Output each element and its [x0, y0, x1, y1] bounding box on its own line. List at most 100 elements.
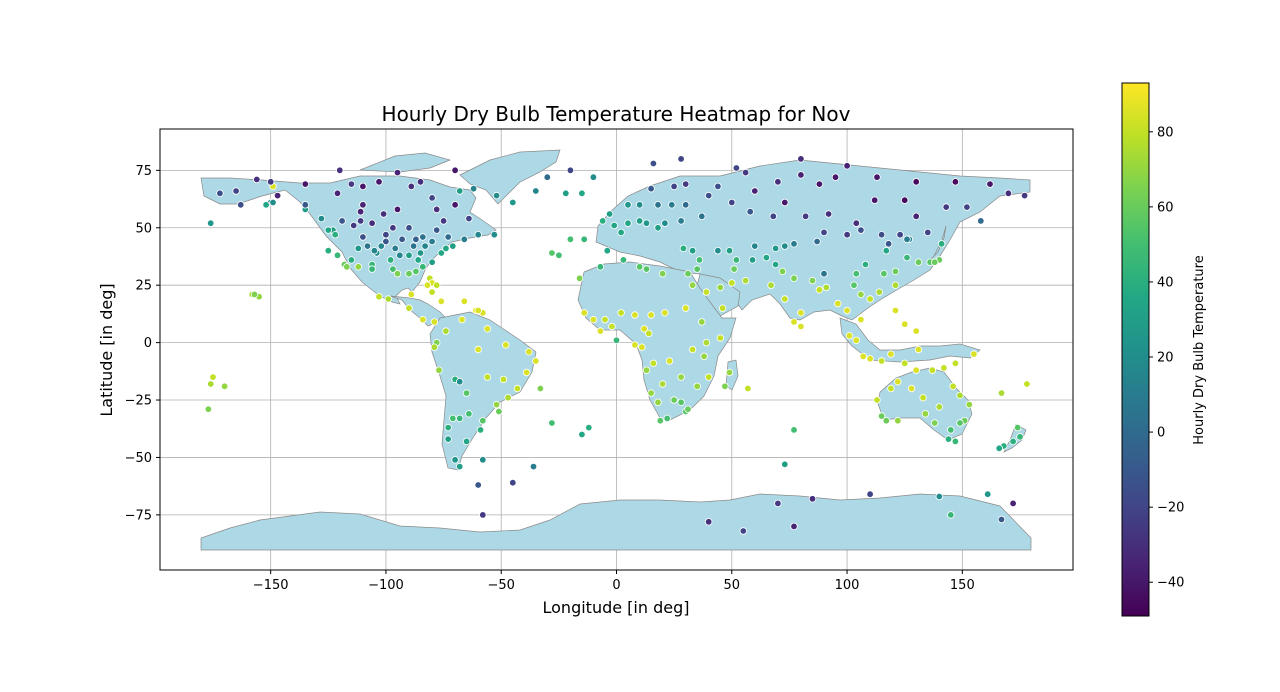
station-point: [924, 228, 932, 237]
station-point: [504, 394, 512, 402]
station-point: [705, 373, 713, 381]
station-point: [1009, 437, 1017, 446]
colorbar-tick-label: −40: [1157, 576, 1184, 591]
station-point: [543, 173, 551, 181]
station-point: [649, 359, 658, 367]
station-point: [965, 400, 973, 409]
station-point: [474, 230, 482, 239]
station-point: [495, 407, 503, 416]
station-point: [940, 364, 948, 372]
station-point: [797, 322, 805, 331]
station-point: [661, 219, 669, 227]
station-point: [781, 242, 789, 250]
station-point: [741, 276, 750, 285]
station-point: [725, 246, 734, 255]
station-point: [350, 221, 358, 230]
station-point: [416, 249, 425, 257]
station-point: [861, 260, 870, 269]
station-point: [744, 384, 752, 393]
station-point: [437, 249, 445, 257]
station-point: [1016, 433, 1024, 441]
station-point: [412, 267, 420, 276]
station-point: [435, 366, 443, 374]
station-point: [456, 187, 464, 195]
station-point: [596, 327, 605, 335]
station-point: [262, 201, 270, 209]
station-point: [354, 244, 362, 253]
station-point: [433, 281, 441, 289]
station-point: [951, 437, 960, 446]
station-point: [451, 166, 459, 174]
station-point: [479, 456, 487, 464]
station-point: [605, 210, 614, 218]
station-point: [935, 403, 943, 411]
station-point: [250, 290, 259, 299]
station-point: [389, 224, 397, 232]
station-point: [705, 191, 713, 200]
station-point: [843, 230, 851, 239]
station-point: [548, 419, 556, 427]
station-point: [781, 198, 789, 207]
station-point: [654, 398, 662, 406]
station-point: [877, 412, 886, 420]
station-point: [942, 203, 950, 211]
station-point: [359, 182, 367, 191]
station-point: [831, 173, 840, 181]
station-point: [635, 217, 644, 225]
station-point: [603, 246, 611, 255]
station-point: [668, 201, 676, 209]
station-point: [852, 219, 860, 227]
station-point: [382, 230, 390, 239]
station-point: [857, 290, 865, 299]
station-point: [693, 265, 701, 273]
x-tick-label: −100: [368, 578, 404, 593]
station-point: [739, 527, 747, 535]
station-point: [949, 382, 957, 390]
station-point: [267, 178, 275, 186]
station-point: [462, 437, 471, 446]
station-point: [331, 230, 339, 239]
station-point: [580, 235, 588, 243]
station-point: [347, 256, 356, 264]
station-point: [887, 350, 895, 358]
station-point: [359, 201, 367, 209]
station-point: [970, 350, 978, 358]
station-point: [894, 417, 902, 425]
station-point: [919, 394, 927, 402]
station-point: [843, 306, 851, 315]
station-point: [599, 217, 607, 225]
station-point: [548, 249, 556, 257]
station-point: [912, 327, 920, 335]
station-point: [536, 384, 545, 393]
station-point: [479, 417, 487, 425]
station-point: [741, 168, 750, 177]
station-point: [820, 270, 828, 278]
station-point: [880, 270, 888, 278]
station-point: [931, 258, 939, 266]
station-point: [442, 327, 450, 335]
station-point: [725, 368, 734, 377]
station-point: [336, 166, 344, 174]
station-points: [204, 155, 1031, 535]
station-point: [405, 304, 413, 312]
station-point: [476, 426, 485, 434]
station-point: [509, 198, 517, 207]
station-point: [317, 214, 326, 223]
station-point: [808, 495, 817, 503]
station-point: [580, 309, 588, 317]
greenland-land: [459, 149, 561, 205]
station-point: [781, 460, 789, 468]
station-point: [781, 295, 789, 303]
station-point: [624, 219, 632, 227]
station-point: [589, 315, 598, 324]
station-point: [714, 182, 722, 191]
station-point: [716, 283, 724, 292]
x-axis-ticks: −150 −100 −50 0 50 100 150: [253, 570, 975, 593]
station-point: [444, 233, 452, 241]
station-point: [748, 256, 757, 264]
japan-land: [927, 225, 947, 263]
station-point: [693, 382, 701, 390]
station-point: [462, 389, 471, 397]
station-point: [877, 357, 886, 365]
